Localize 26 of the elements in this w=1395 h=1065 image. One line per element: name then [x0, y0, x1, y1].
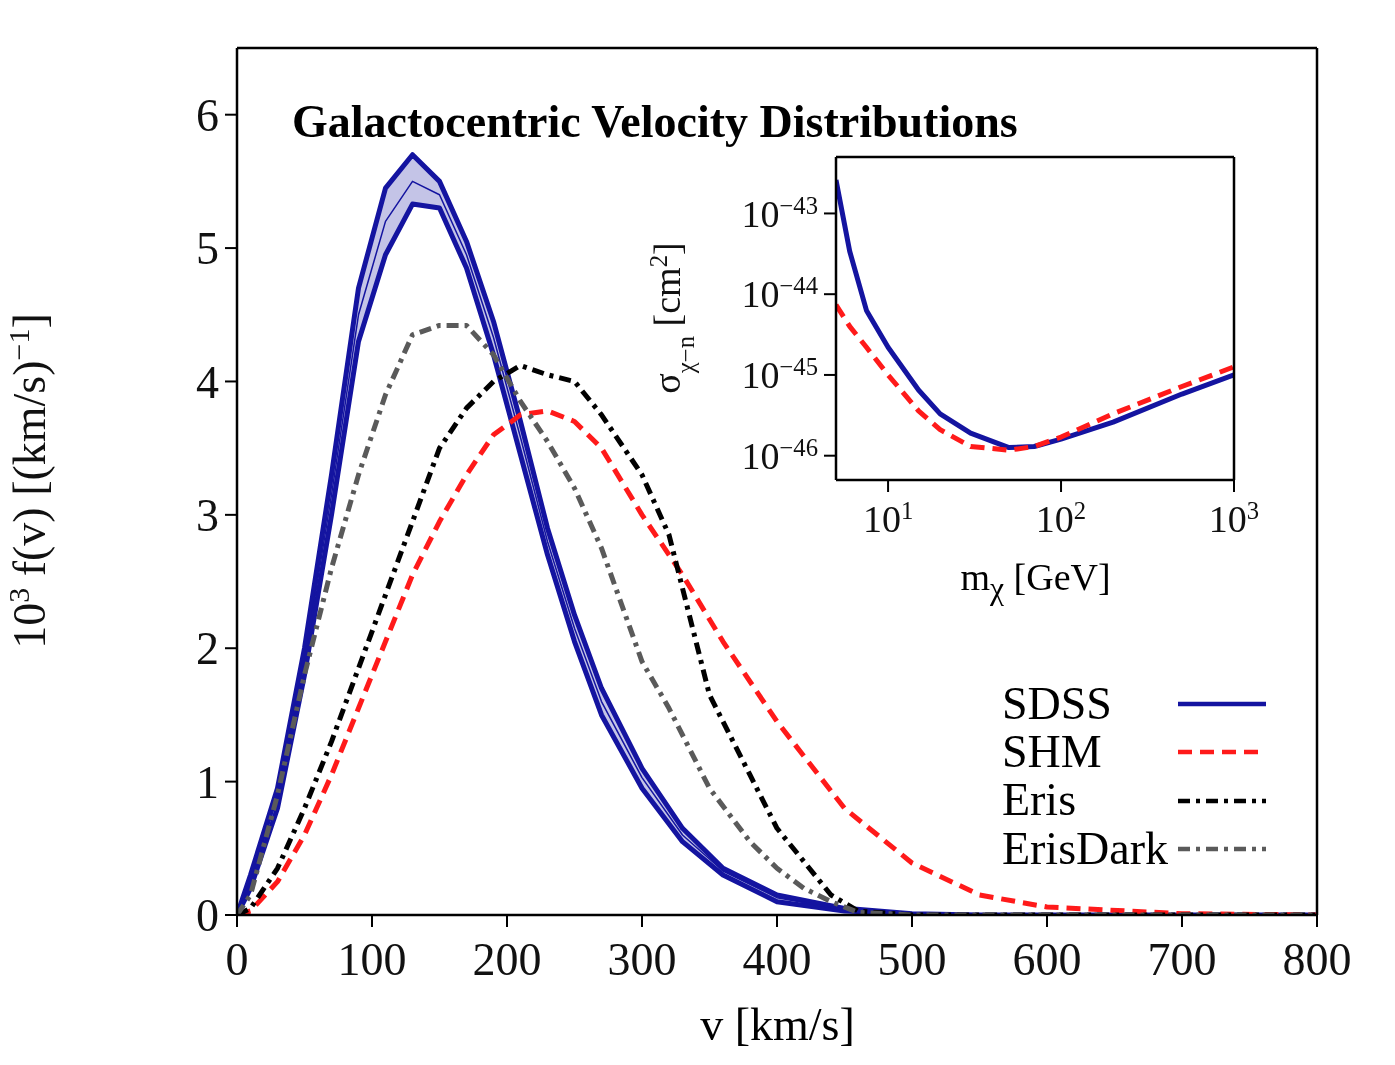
y-tick-label: 10$^{−45}$: [741, 352, 818, 397]
y-tick-label: 10$^{−46}$: [741, 433, 818, 477]
x-tick-label: 800: [1282, 934, 1352, 985]
x-tick-label: 500: [877, 934, 947, 985]
y-tick-label: 3: [196, 489, 219, 541]
y-tick-label: 10$^{−44}$: [741, 271, 818, 316]
x-tick-label: 600: [1012, 934, 1082, 985]
y-tick-label: 1: [196, 756, 219, 808]
y-tick-label: 4: [196, 356, 219, 408]
legend-label: SDSS: [1001, 677, 1112, 729]
x-tick-label: 10$^{1}$: [862, 496, 914, 540]
x-tick-label: 10$^{2}$: [1035, 496, 1087, 540]
y-tick-label: 5: [196, 223, 219, 275]
x-tick-label: 700: [1147, 934, 1217, 985]
x-tick-label: 200: [472, 934, 542, 985]
y-tick-label: 6: [196, 89, 219, 141]
y-tick-label: 2: [196, 623, 219, 675]
x-tick-label: 100: [337, 934, 407, 985]
text: Galactocentric Velocity Distributions: [292, 95, 1018, 148]
x-axis-title: v [km/s]: [699, 997, 856, 1051]
x-tick-label: 10$^{3}$: [1208, 496, 1260, 540]
x-axis-title: m$_{χ}$ [GeV]: [959, 555, 1112, 607]
y-tick-label: 0: [196, 890, 219, 942]
x-tick-label: 300: [607, 934, 677, 985]
y-tick-label: 10$^{−43}$: [741, 191, 818, 235]
x-tick-label: 400: [742, 934, 812, 985]
